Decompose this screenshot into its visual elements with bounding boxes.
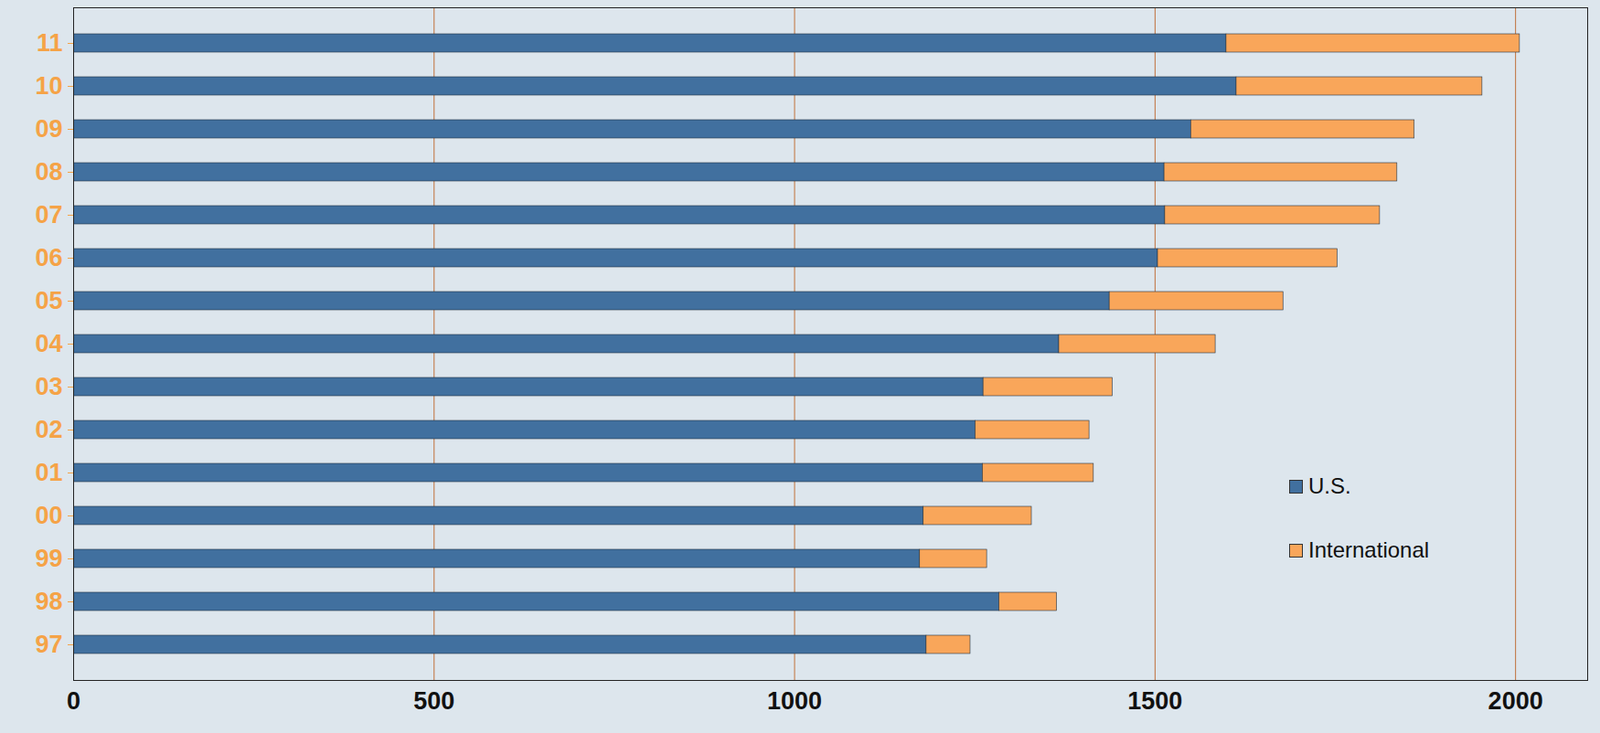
svg-text:02: 02 (34, 416, 63, 444)
svg-text:98: 98 (34, 587, 63, 616)
svg-text:09: 09 (34, 115, 63, 143)
svg-text:06: 06 (34, 244, 63, 272)
svg-text:07: 07 (34, 201, 63, 229)
svg-text:00: 00 (34, 501, 63, 530)
svg-text:1500: 1500 (1127, 687, 1183, 715)
svg-text:03: 03 (34, 373, 63, 401)
svg-text:0: 0 (66, 687, 81, 715)
svg-text:05: 05 (34, 287, 63, 315)
html-text:International: International (1308, 537, 1430, 563)
svg-text:99: 99 (34, 544, 63, 573)
svg-text:1000: 1000 (767, 687, 822, 715)
svg-text:01: 01 (34, 458, 63, 487)
svg-text:11: 11 (36, 29, 64, 57)
svg-text:2000: 2000 (1488, 687, 1544, 715)
svg-text:97: 97 (34, 630, 63, 659)
html-text:U.S.: U.S. (1308, 473, 1352, 499)
svg-text:10: 10 (34, 72, 63, 100)
svg-text:04: 04 (34, 330, 63, 358)
svg-text:500: 500 (413, 687, 455, 715)
svg-text:08: 08 (34, 158, 63, 186)
